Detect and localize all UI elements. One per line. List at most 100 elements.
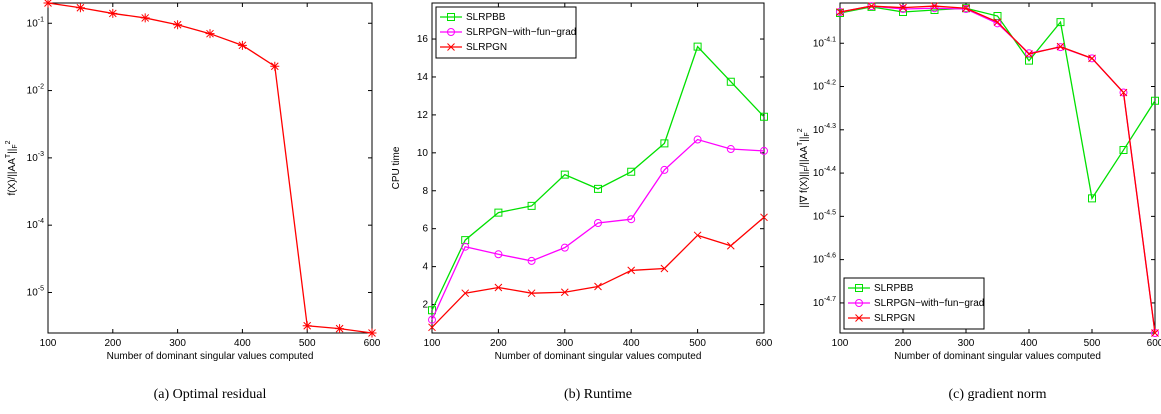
x-tick-label: 600 bbox=[756, 338, 773, 349]
marker bbox=[726, 241, 735, 250]
x-tick-label: 100 bbox=[832, 338, 849, 349]
legend-marker bbox=[447, 13, 455, 21]
marker bbox=[930, 4, 939, 13]
marker bbox=[302, 321, 312, 331]
x-tick-label: 100 bbox=[40, 338, 57, 349]
marker bbox=[527, 201, 536, 210]
legend-marker bbox=[855, 299, 864, 307]
y-tick-label: 10-2 bbox=[27, 84, 44, 96]
series-line bbox=[839, 6, 1156, 201]
y-tick-label: 10-4.2 bbox=[813, 80, 836, 92]
legend-label: SLRPGN bbox=[874, 313, 915, 324]
marker bbox=[594, 219, 603, 227]
x-tick-label: 300 bbox=[169, 338, 186, 349]
marker bbox=[173, 20, 183, 30]
marker bbox=[693, 231, 702, 240]
marker bbox=[660, 264, 669, 273]
y-tick-label: 10-4.5 bbox=[813, 210, 836, 222]
legend-marker bbox=[447, 28, 456, 36]
y-tick-label: 10-1 bbox=[27, 17, 44, 29]
marker bbox=[428, 315, 437, 324]
marker bbox=[594, 184, 602, 193]
y-axis-label: CPU time bbox=[391, 146, 402, 189]
y-tick-label: 10-5 bbox=[27, 286, 44, 298]
legend-label: SLRPGN−with−fun−grad bbox=[466, 27, 576, 38]
marker bbox=[1088, 194, 1096, 203]
legend-marker bbox=[855, 284, 863, 292]
y-tick-label: 2 bbox=[422, 299, 428, 310]
y-tick-label: 10 bbox=[417, 147, 429, 158]
x-tick-label: 300 bbox=[958, 338, 975, 349]
marker bbox=[1151, 96, 1159, 105]
series-line bbox=[431, 45, 765, 311]
marker bbox=[494, 250, 503, 259]
legend-marker bbox=[447, 43, 455, 51]
marker bbox=[627, 215, 636, 224]
marker bbox=[560, 243, 569, 252]
x-tick-label: 500 bbox=[1084, 338, 1101, 349]
marker bbox=[993, 12, 1002, 21]
x-tick-label: 600 bbox=[1147, 338, 1161, 349]
x-axis-label: Number of dominant singular values compu… bbox=[107, 351, 314, 362]
marker bbox=[461, 236, 470, 245]
x-tick-label: 500 bbox=[299, 338, 316, 349]
marker bbox=[867, 2, 876, 10]
marker bbox=[693, 42, 702, 51]
y-tick-label: 10-4.1 bbox=[813, 37, 836, 49]
legend-marker bbox=[855, 314, 863, 322]
marker bbox=[1025, 50, 1033, 58]
chart: 100 200 300 400 500 600 10-4.7 10-4.6 10-4.5 10-4… bbox=[797, 2, 1161, 402]
y-tick-label: 4 bbox=[422, 261, 428, 272]
y-tick-label: 10-4.4 bbox=[813, 166, 836, 178]
marker bbox=[760, 146, 769, 155]
marker bbox=[43, 0, 53, 8]
marker bbox=[237, 40, 247, 50]
marker bbox=[726, 77, 735, 86]
legend-label: SLRPGN−with−fun−grad bbox=[874, 298, 984, 309]
series-line bbox=[47, 2, 373, 334]
marker bbox=[367, 328, 377, 338]
x-tick-label: 200 bbox=[895, 338, 912, 349]
marker bbox=[899, 3, 907, 12]
marker bbox=[627, 167, 636, 176]
y-tick-label: 16 bbox=[417, 34, 429, 45]
y-axis-label: f(X)/||AAT||F2 bbox=[5, 140, 19, 195]
y-tick-label: 10-4.7 bbox=[813, 296, 836, 308]
marker bbox=[1119, 146, 1128, 155]
marker bbox=[560, 288, 569, 297]
marker bbox=[930, 2, 939, 10]
x-tick-label: 500 bbox=[689, 338, 706, 349]
x-tick-label: 400 bbox=[1021, 338, 1038, 349]
marker bbox=[836, 8, 844, 16]
chart: 100 200 300 400 500 600 2 4 6 8 10 12 14 16 Number of … bbox=[391, 2, 773, 402]
caption: (c) gradient norm bbox=[949, 387, 1047, 402]
marker bbox=[1151, 329, 1159, 337]
marker bbox=[140, 13, 150, 23]
x-axis-label: Number of dominant singular values compu… bbox=[495, 351, 702, 362]
caption: (b) Runtime bbox=[564, 387, 632, 402]
marker bbox=[899, 5, 908, 14]
chart: 100 200 300 400 500 600 10-5 10-4 10-3 10-2 10-1 Nu… bbox=[5, 0, 381, 402]
marker bbox=[108, 8, 118, 18]
y-tick-label: 10-4.3 bbox=[813, 123, 836, 135]
x-tick-label: 400 bbox=[234, 338, 251, 349]
marker bbox=[660, 139, 669, 148]
marker bbox=[428, 306, 436, 315]
y-axis-label: ||∇ f(X)||F/||AAT||F2 bbox=[797, 128, 811, 207]
marker bbox=[494, 208, 503, 217]
series-line bbox=[431, 216, 765, 328]
legend-label: SLRPBB bbox=[874, 283, 914, 294]
caption: (a) Optimal residual bbox=[154, 387, 267, 402]
marker bbox=[693, 135, 702, 144]
marker bbox=[1119, 88, 1128, 97]
x-axis-label: Number of dominant singular values compu… bbox=[894, 351, 1101, 362]
marker bbox=[1056, 18, 1065, 27]
y-tick-label: 14 bbox=[417, 72, 429, 83]
marker bbox=[461, 289, 470, 298]
plot-frame bbox=[431, 2, 765, 334]
marker bbox=[75, 3, 85, 13]
marker bbox=[335, 324, 345, 334]
y-tick-label: 12 bbox=[417, 110, 429, 121]
marker bbox=[1088, 54, 1096, 63]
marker bbox=[270, 61, 280, 71]
